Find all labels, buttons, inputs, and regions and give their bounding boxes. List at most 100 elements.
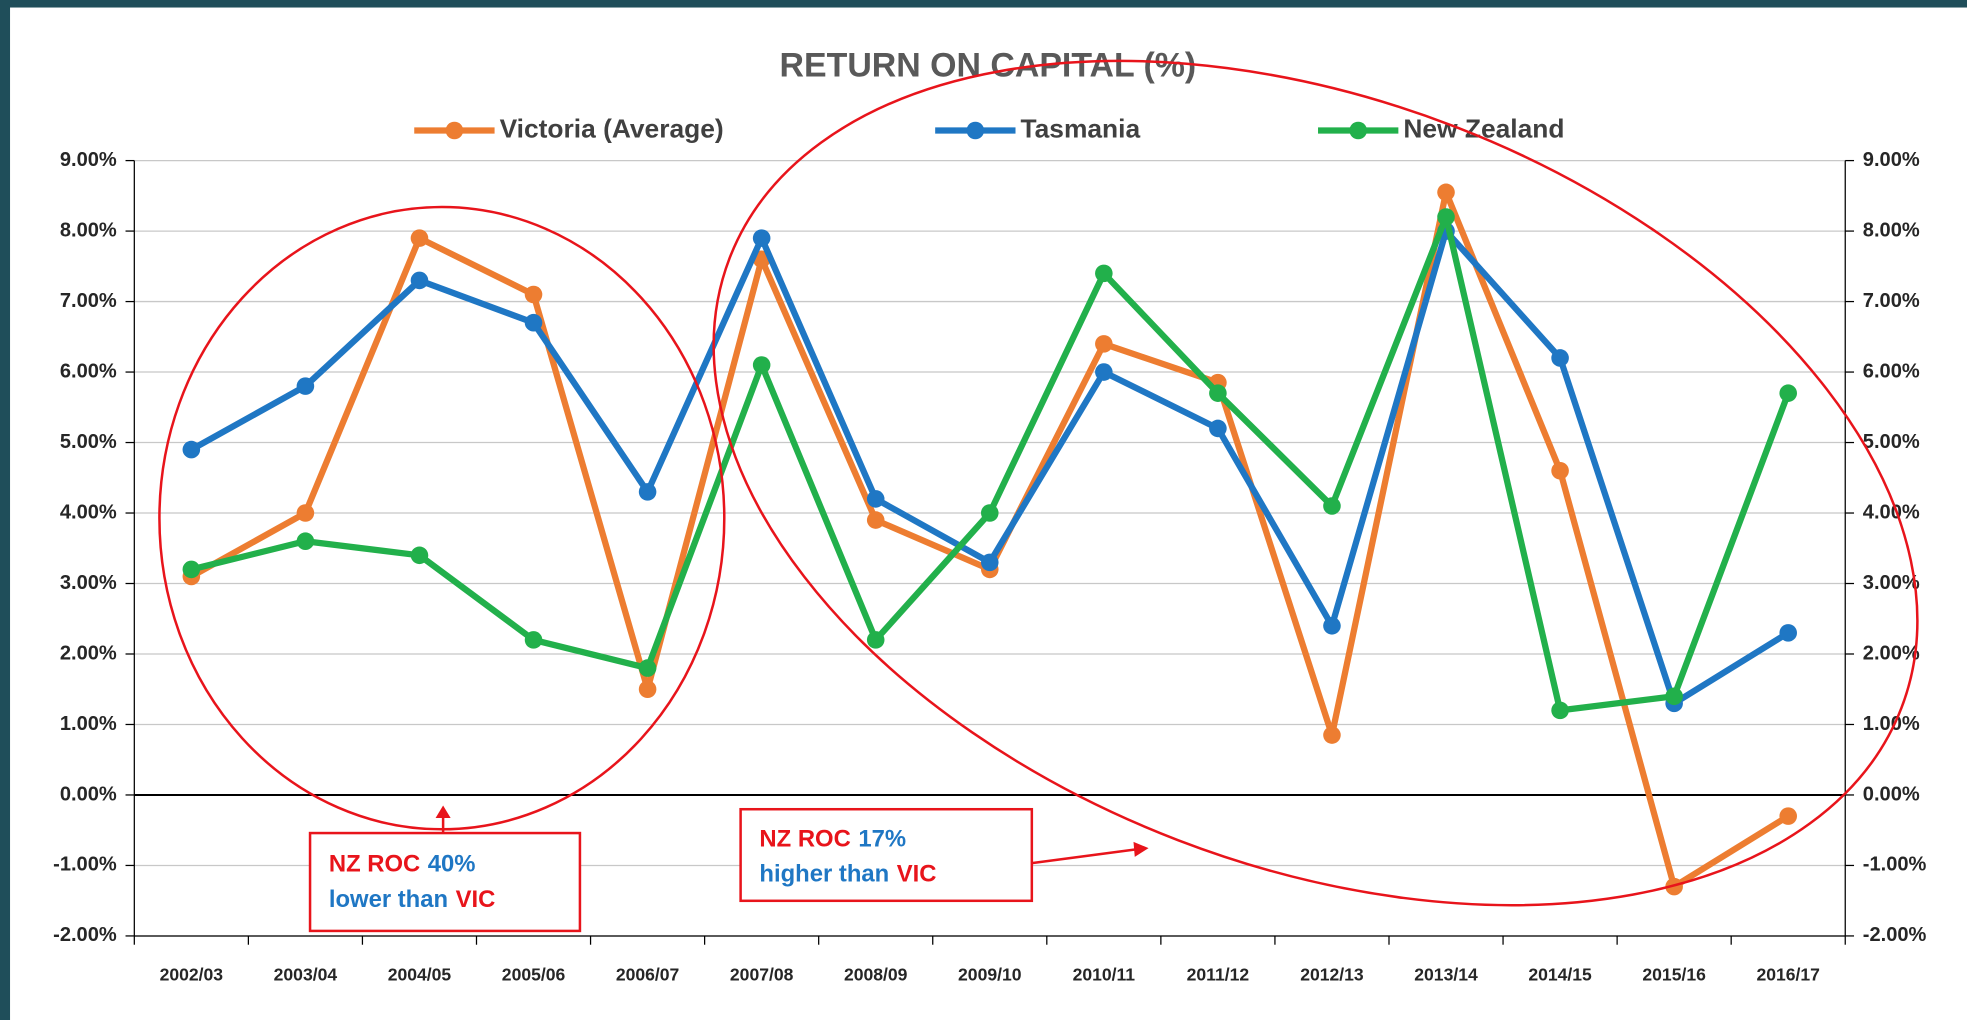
legend-label: Tasmania [1021, 113, 1141, 143]
data-point [296, 377, 315, 395]
legend-label: Victoria (Average) [500, 113, 724, 143]
y2-tick-label: 9.00% [1863, 149, 1920, 171]
data-point [182, 560, 201, 579]
annotation-part: 40% [428, 851, 476, 878]
data-point [524, 631, 543, 649]
data-point [410, 229, 429, 247]
y-tick-label: 9.00% [60, 149, 117, 171]
legend-swatch-marker [445, 121, 464, 140]
x-tick-label: 2014/15 [1528, 965, 1592, 985]
data-point [866, 490, 885, 508]
data-point [1779, 624, 1797, 642]
data-point [182, 440, 201, 459]
y-tick-label: 7.00% [60, 290, 117, 312]
x-tick-label: 2002/03 [160, 965, 224, 985]
data-point [1665, 687, 1683, 706]
x-tick-label: 2011/12 [1187, 965, 1250, 985]
data-point [410, 271, 429, 290]
annotation-part: VIC [456, 886, 496, 913]
data-point [1551, 701, 1569, 720]
x-tick-label: 2005/06 [502, 965, 566, 985]
y-tick-label: 1.00% [60, 713, 117, 735]
data-point [1551, 349, 1569, 367]
x-tick-label: 2003/04 [274, 965, 338, 985]
y-tick-label: -1.00% [53, 854, 117, 876]
x-tick-label: 2004/05 [388, 965, 452, 985]
arrowhead [435, 805, 451, 819]
x-tick-label: 2013/14 [1414, 965, 1478, 985]
data-point [1437, 208, 1455, 226]
annotation-part: NZ ROC [759, 826, 850, 853]
annotation-part: higher than [759, 861, 889, 888]
data-point [752, 356, 771, 374]
data-point [1095, 264, 1113, 283]
y2-tick-label: -1.00% [1863, 854, 1927, 876]
chart-title: RETURN ON CAPITAL (%) [780, 47, 1197, 85]
legend-swatch-marker [966, 121, 985, 140]
y2-tick-label: 5.00% [1863, 431, 1920, 453]
annotation-text: lower than VIC [329, 886, 495, 913]
data-point [752, 229, 771, 247]
x-tick-label: 2016/17 [1756, 965, 1819, 985]
legend-swatch-marker [1349, 121, 1367, 140]
data-point [866, 511, 885, 529]
annotation-shapes [158, 59, 1919, 933]
data-point [296, 532, 315, 550]
data-point [1437, 183, 1455, 202]
grid: -2.00% -2.00% -1.00% -1.00% 0.00% 0.00% 1.00% 1… [53, 149, 1926, 985]
data-point [1779, 384, 1797, 402]
annotation-part: 17% [858, 826, 906, 853]
y2-tick-label: 1.00% [1863, 713, 1920, 735]
annotation-text: NZ ROC 40% [329, 851, 476, 878]
highlight-ellipse [712, 59, 1919, 907]
annotation-box [739, 807, 1034, 903]
annotation-part: NZ ROC [329, 851, 420, 878]
data-point [638, 659, 657, 677]
data-point [1209, 384, 1227, 402]
data-point [1095, 335, 1113, 353]
y-tick-label: -2.00% [53, 924, 117, 946]
y-tick-label: 6.00% [60, 360, 117, 382]
y-tick-label: 5.00% [60, 431, 117, 453]
annotation-box [308, 831, 582, 933]
data-point [1323, 497, 1341, 515]
data-point [410, 546, 429, 565]
y2-tick-label: 4.00% [1863, 501, 1920, 523]
annotation-text: higher than VIC [759, 861, 936, 888]
data-point [638, 483, 657, 501]
data-point [980, 553, 999, 572]
y-tick-label: 3.00% [60, 572, 117, 594]
data-point [1095, 363, 1113, 381]
data-point [1551, 461, 1569, 480]
y2-tick-label: 2.00% [1863, 642, 1920, 664]
x-tick-label: 2010/11 [1073, 965, 1136, 985]
y-tick-label: 2.00% [60, 642, 117, 664]
y2-tick-label: 3.00% [1863, 572, 1920, 594]
y2-tick-label: 7.00% [1863, 290, 1920, 312]
arrow [1031, 848, 1137, 865]
data-point [1323, 726, 1341, 744]
data-point [638, 680, 657, 699]
y-tick-label: 0.00% [60, 783, 117, 805]
data-point [866, 631, 885, 649]
data-point [524, 313, 543, 332]
annotation-text: NZ ROC 17% [759, 826, 906, 853]
y-tick-label: 4.00% [60, 501, 117, 523]
y2-tick-label: -2.00% [1863, 924, 1927, 946]
data-point [1779, 807, 1797, 825]
x-tick-label: 2009/10 [958, 965, 1022, 985]
data-point [296, 504, 315, 522]
y2-tick-label: 6.00% [1863, 360, 1920, 382]
arrowhead [1133, 841, 1149, 857]
y-tick-label: 8.00% [60, 219, 117, 241]
y2-tick-label: 0.00% [1863, 783, 1920, 805]
data-point [1323, 617, 1341, 635]
x-tick-label: 2008/09 [844, 965, 908, 985]
data-point [524, 285, 543, 304]
annotation-part: lower than [329, 886, 448, 913]
data-point [1209, 419, 1227, 438]
x-tick-label: 2012/13 [1300, 965, 1364, 985]
x-tick-label: 2007/08 [730, 965, 794, 985]
x-tick-label: 2006/07 [616, 965, 679, 985]
